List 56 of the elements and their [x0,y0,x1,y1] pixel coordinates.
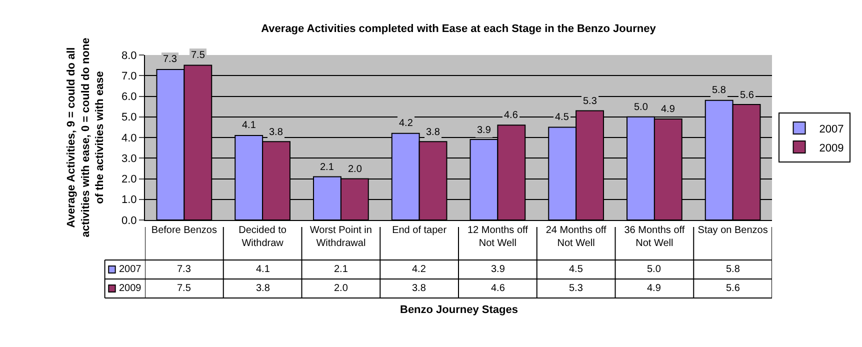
y-tick-label: 0.0 [122,214,137,227]
chart-title: Average Activities completed with Ease at each Stage in the Benzo Journey [261,22,657,35]
x-tick-label: End of taper [392,225,448,236]
y-tick-label: 6.0 [122,91,137,104]
data-label: 4.6 [491,283,506,294]
y-tick-label: 7.0 [122,70,137,82]
text: 5.8 [712,85,726,96]
data-label: 5.0 [647,264,662,275]
text: 3.9 [477,125,491,136]
x-tick-label: 24 Months off Not Well [546,225,606,249]
text: 5.0 [634,102,648,113]
x-tick-label: Before Benzos [151,225,217,236]
y-tick-label: 4.0 [122,132,137,144]
x-tick-label: Stay on Benzos [698,225,768,236]
data-label: 4.5 [569,264,584,275]
legend-label: 2009 [819,142,844,154]
text: 4.2 [399,118,413,129]
x-axis-title: Benzo Journey Stages [400,304,518,316]
data-label: 5.6 [726,283,740,294]
data-label: 5.3 [569,283,584,294]
y-tick-label: 5.0 [122,112,137,124]
data-label: 2.0 [334,283,348,294]
data-label: 3.8 [256,283,270,294]
data-label: 7.5 [177,283,192,294]
text: 5.3 [583,96,597,107]
y-tick-label: 8.0 [122,50,137,62]
data-label: 4.2 [412,264,426,275]
data-label: 7.3 [177,264,192,275]
data-label: 3.9 [491,264,506,275]
y-axis-title: Average Activities, 9 = could do all activities with ease, 0 = could do none of the activities with ease [66,38,106,238]
x-tick-label: Decided to Withdraw [238,225,287,249]
text: 2.1 [320,162,334,173]
text: 3.8 [269,127,283,138]
text: 5.6 [740,90,754,101]
data-label: 4.9 [647,283,662,294]
text: 2009 [119,283,142,294]
text: 4.1 [242,120,256,131]
y-tick-label: 2.0 [122,174,137,186]
text: 7.5 [191,50,205,61]
text: 2.0 [348,164,362,175]
text: 7.3 [163,54,177,65]
text: 4.9 [661,104,675,115]
data-label: 5.8 [726,264,740,275]
x-tick-label: 36 Months off Not Well [624,225,685,249]
x-tick-label: 12 Months off Not Well [467,225,528,249]
text: 3.8 [426,127,440,138]
text: 4.6 [504,110,518,121]
legend-label: 2007 [119,264,142,275]
data-label: 2.1 [334,264,348,275]
y-tick-label: 3.0 [122,152,137,165]
text: 4.5 [555,112,569,123]
data-label: 3.8 [412,283,426,294]
y-tick-label: 1.0 [122,194,137,206]
text: 2007 [819,123,844,136]
x-tick-label: Worst Point in Withdrawal [310,225,372,249]
data-label: 4.1 [256,264,270,275]
